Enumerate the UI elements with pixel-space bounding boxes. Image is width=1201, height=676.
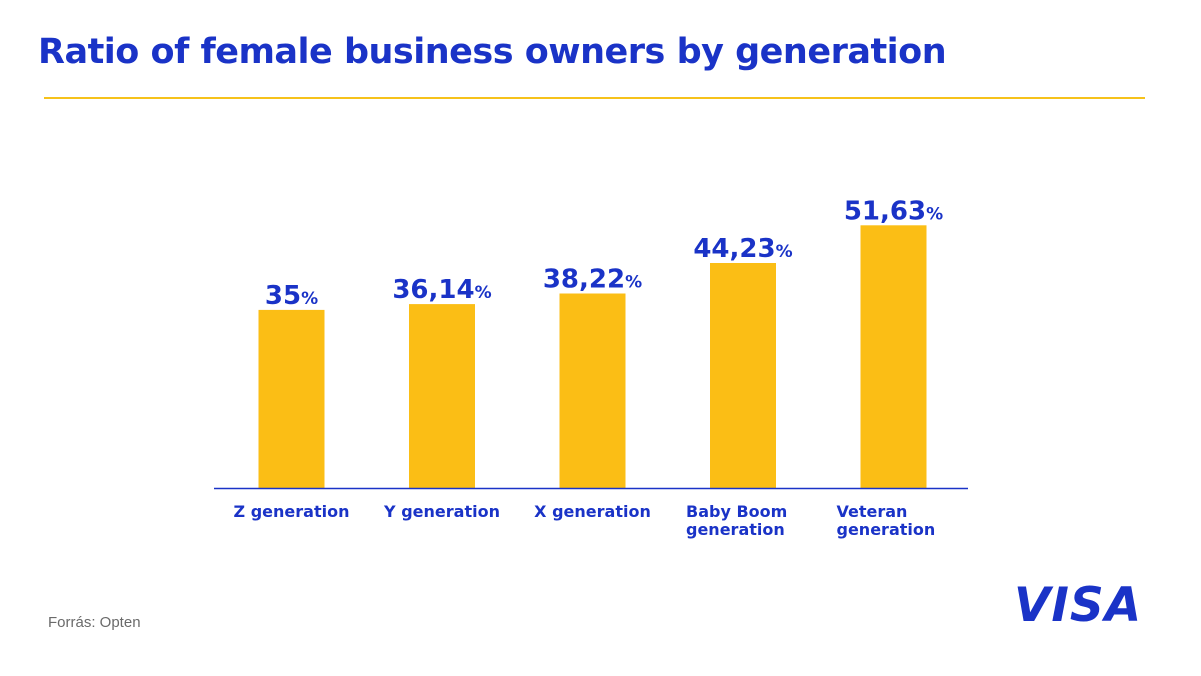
category-label: Z generation	[234, 502, 350, 521]
bar	[860, 225, 927, 489]
data-label: 38,22%	[543, 265, 642, 295]
category-label-line: Y generation	[383, 502, 500, 521]
data-label-unit: %	[625, 273, 642, 293]
category-label-line: X generation	[534, 502, 651, 521]
visa-logo: VISA	[1014, 578, 1143, 633]
category-label-line: generation	[837, 520, 936, 539]
data-label: 36,14%	[392, 275, 491, 305]
data-label-value: 36,14	[392, 275, 474, 305]
category-label: Y generation	[383, 502, 500, 521]
bar	[409, 304, 475, 488]
data-label-value: 35	[265, 281, 301, 311]
source-note: Forrás: Opten	[48, 614, 141, 631]
data-label: 51,63%	[844, 196, 943, 226]
data-label: 44,23%	[693, 234, 792, 264]
bar	[559, 293, 626, 488]
data-label-value: 51,63	[844, 196, 926, 226]
bar	[710, 263, 776, 488]
category-label: X generation	[534, 502, 651, 521]
data-label: 35%	[265, 281, 318, 311]
bar	[258, 309, 325, 488]
category-label-line: Veteran	[837, 502, 908, 521]
category-label-line: generation	[686, 520, 785, 539]
data-label-value: 44,23	[693, 234, 775, 264]
chart-title: Ratio of female business owners by gener…	[38, 32, 947, 72]
category-label-line: Baby Boom	[686, 502, 787, 521]
data-label-unit: %	[301, 289, 318, 309]
data-label-unit: %	[926, 204, 943, 224]
category-label: Veteran generation	[837, 502, 936, 539]
data-label-unit: %	[475, 283, 492, 303]
title-divider	[44, 97, 1145, 99]
category-label-line: Z generation	[234, 502, 350, 521]
data-label-unit: %	[776, 242, 793, 262]
data-label-value: 38,22	[543, 265, 625, 295]
category-label: Baby Boom generation	[686, 502, 787, 539]
